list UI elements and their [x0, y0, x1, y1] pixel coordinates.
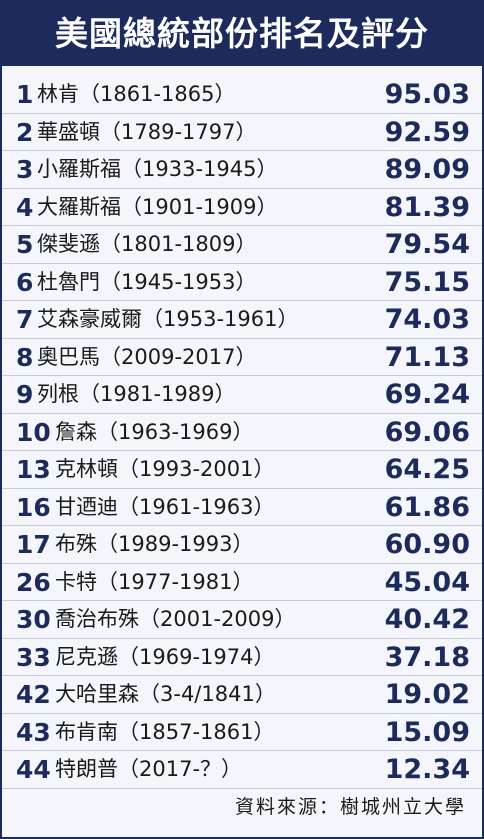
president: 甘迺迪（1961-1963） — [55, 494, 275, 519]
score: 89.09 — [384, 154, 470, 185]
source-note: 資料來源：樹城州立大學 — [234, 796, 466, 818]
rank: 44 — [16, 755, 51, 784]
rank: 30 — [16, 605, 51, 634]
president: 布殊（1989-1993） — [55, 532, 254, 556]
score: 40.42 — [384, 604, 470, 635]
table-row: 30 喬治布殊（2001-2009） 40.42 — [2, 601, 482, 639]
president: 喬治布殊（2001-2009） — [55, 607, 296, 631]
president: 特朗普（2017-？） — [55, 757, 243, 781]
rank: 10 — [16, 417, 51, 447]
president: 尼克遜（1969-1974） — [55, 644, 275, 669]
table-row: 7 艾森豪威爾（1953-1961） 74.03 — [2, 301, 482, 339]
score: 79.54 — [384, 229, 470, 260]
rank: 26 — [16, 567, 51, 597]
score: 92.59 — [384, 116, 470, 148]
rank: 7 — [16, 305, 34, 334]
rank: 6 — [16, 267, 34, 297]
rank: 8 — [16, 342, 34, 372]
table-row: 43 布肯南（1857-1861） 15.09 — [2, 714, 482, 751]
score: 64.25 — [384, 454, 470, 485]
rank: 42 — [16, 680, 51, 709]
table-row: 5 傑斐遜（1801-1809） 79.54 — [2, 226, 482, 264]
table-row: 9 列根（1981-1989） 69.24 — [2, 376, 482, 414]
president: 傑斐遜（1801-1809） — [37, 232, 257, 256]
table-row: 10 詹森（1963-1969） 69.06 — [2, 414, 482, 451]
score: 95.03 — [384, 79, 470, 110]
table-row: 6 杜魯門（1945-1953） 75.15 — [2, 264, 482, 301]
table-row: 8 奧巴馬（2009-2017） 71.13 — [2, 339, 482, 376]
score: 81.39 — [384, 191, 470, 223]
table-row: 13 克林頓（1993-2001） 64.25 — [2, 451, 482, 489]
rank: 33 — [16, 642, 51, 672]
score: 74.03 — [384, 304, 470, 335]
table-row: 33 尼克遜（1969-1974） 37.18 — [2, 639, 482, 676]
table-row: 3 小羅斯福（1933-1945） 89.09 — [2, 151, 482, 189]
rank: 2 — [16, 117, 34, 147]
rank: 43 — [16, 717, 51, 747]
title: 美國總統部份排名及評分 — [2, 2, 482, 66]
rank: 9 — [16, 380, 34, 409]
rows: 1 林肯（1861-1865） 95.03 2 華盛頓（1789-1797） 92.59 3… — [2, 76, 482, 789]
president: 林肯（1861-1865） — [37, 82, 236, 106]
table-row: 17 布殊（1989-1993） 60.90 — [2, 526, 482, 564]
table-row: 2 華盛頓（1789-1797） 92.59 — [2, 114, 482, 151]
president: 小羅斯福（1933-1945） — [37, 157, 278, 181]
rank: 1 — [16, 80, 34, 109]
score: 69.06 — [384, 416, 470, 448]
president: 克林頓（1993-2001） — [55, 457, 275, 481]
president: 詹森（1963-1969） — [55, 419, 254, 444]
score: 15.09 — [384, 716, 470, 748]
table-row: 26 卡特（1977-1981） 45.04 — [2, 564, 482, 601]
rank: 17 — [16, 530, 51, 559]
president: 大哈里森（3-4/1841） — [55, 682, 276, 706]
president: 卡特（1977-1981） — [55, 569, 254, 594]
score: 19.02 — [384, 679, 470, 710]
table-row: 42 大哈里森（3-4/1841） 19.02 — [2, 676, 482, 714]
score: 60.90 — [384, 529, 470, 560]
rank: 5 — [16, 230, 34, 259]
president: 列根（1981-1989） — [37, 382, 236, 406]
president: 大羅斯福（1901-1909） — [37, 194, 278, 219]
table-row: 44 特朗普（2017-？） 12.34 — [2, 751, 482, 789]
president: 奧巴馬（2009-2017） — [37, 344, 257, 369]
score: 45.04 — [384, 566, 470, 598]
president: 杜魯門（1945-1953） — [37, 269, 257, 294]
table-row: 4 大羅斯福（1901-1909） 81.39 — [2, 189, 482, 226]
president: 華盛頓（1789-1797） — [37, 119, 257, 144]
score: 75.15 — [384, 266, 470, 298]
president: 布肯南（1857-1861） — [55, 719, 275, 744]
table-row: 16 甘迺迪（1961-1963） 61.86 — [2, 489, 482, 526]
rank: 16 — [16, 492, 51, 522]
table-row: 1 林肯（1861-1865） 95.03 — [2, 76, 482, 114]
rank: 4 — [16, 192, 34, 222]
rank: 13 — [16, 455, 51, 484]
score: 71.13 — [384, 341, 470, 373]
score: 61.86 — [384, 491, 470, 523]
score: 12.34 — [384, 754, 470, 785]
rank: 3 — [16, 155, 34, 184]
president: 艾森豪威爾（1953-1961） — [37, 307, 299, 331]
score: 37.18 — [384, 641, 470, 673]
score: 69.24 — [384, 379, 470, 410]
